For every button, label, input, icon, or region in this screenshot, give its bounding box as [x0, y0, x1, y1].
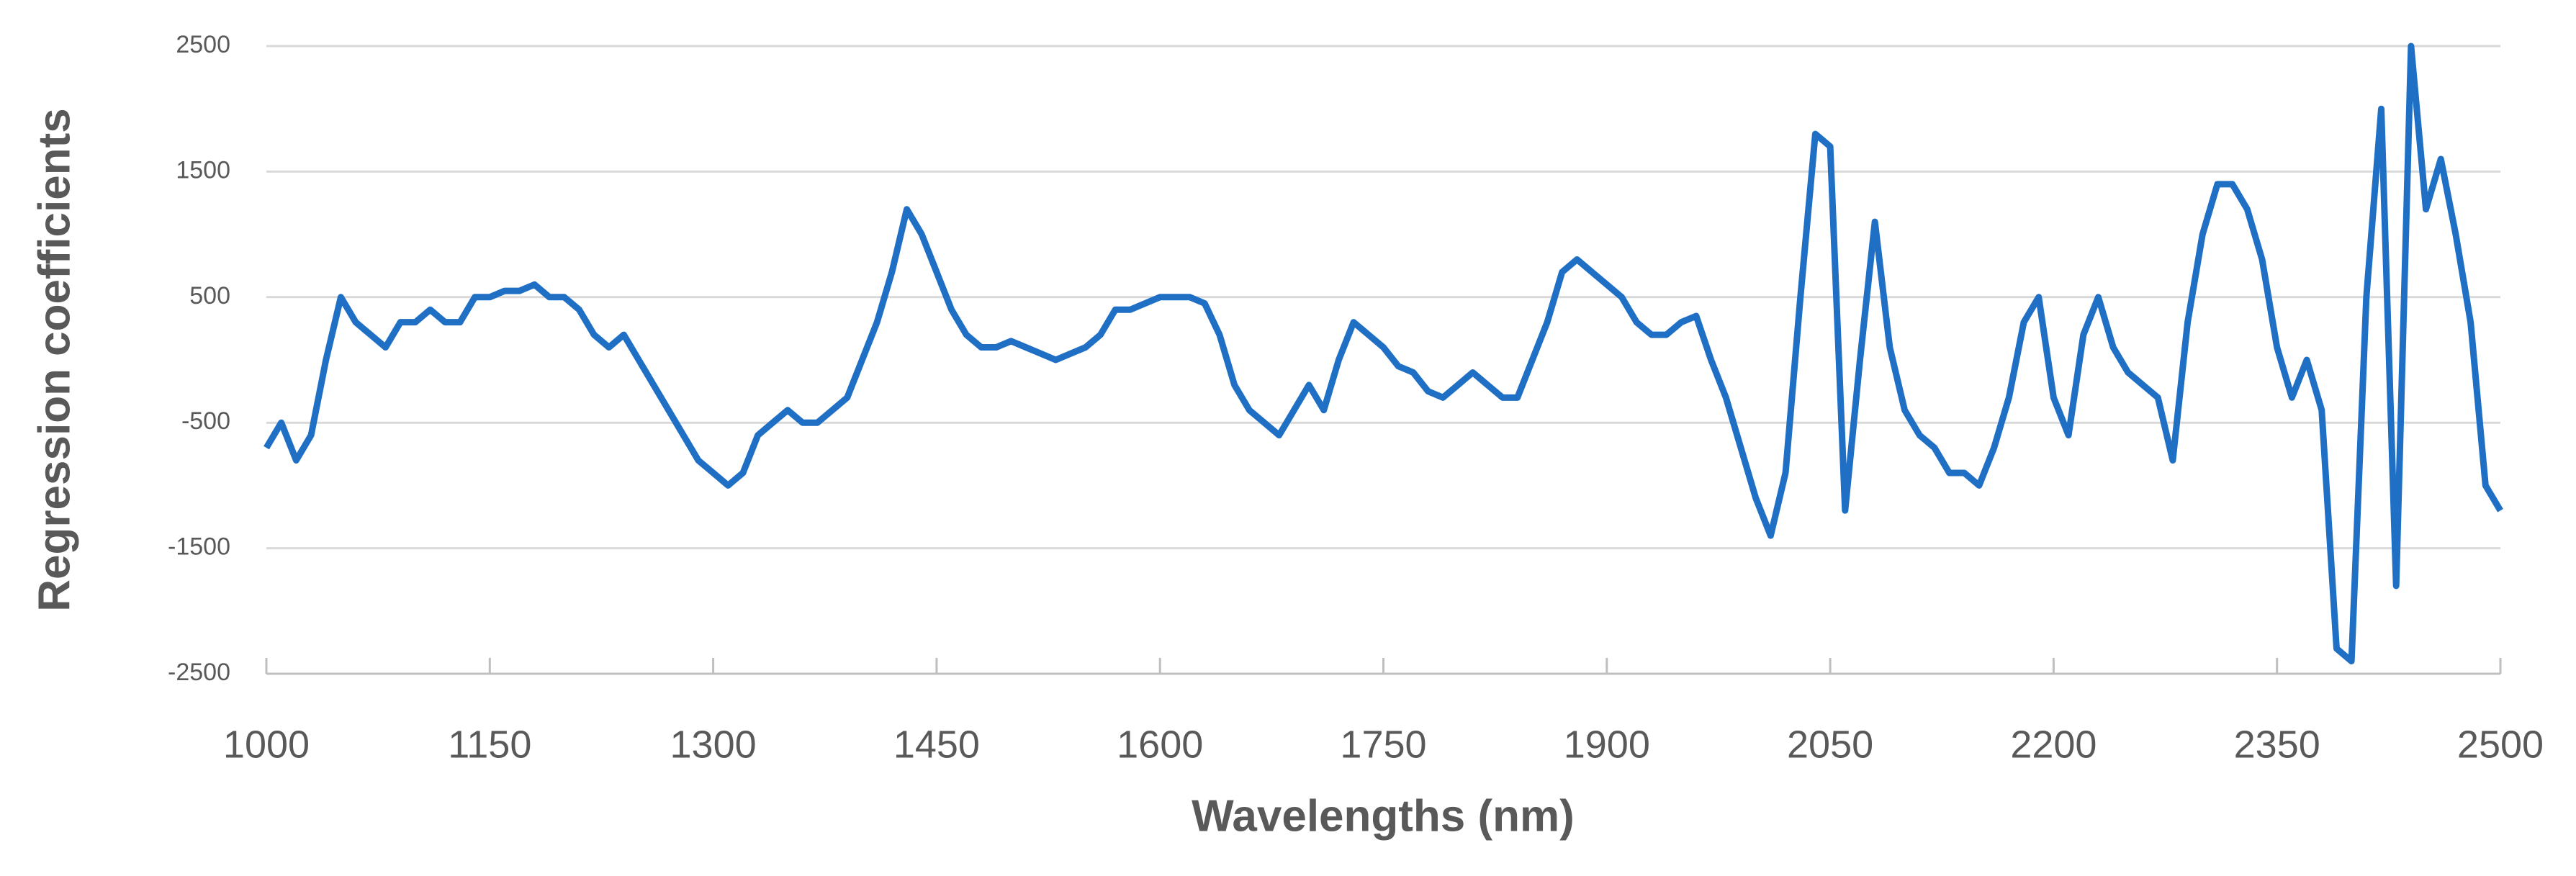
y-tick-label: -500	[181, 407, 230, 435]
x-tick-label: 1000	[223, 723, 310, 766]
y-tick-label: -2500	[168, 659, 230, 686]
x-tick-label: 1300	[670, 723, 757, 766]
x-tick-label: 2500	[2457, 723, 2544, 766]
x-tick-label: 2050	[1787, 723, 1873, 766]
data-line	[264, 42, 2503, 665]
x-tick-label: 2350	[2234, 723, 2320, 766]
x-axis-title: Wavelengths (nm)	[1192, 791, 1575, 841]
y-axis-title: Regression coefficients	[30, 108, 79, 611]
x-tick-label: 1150	[448, 723, 531, 766]
x-tick-label: 1750	[1340, 723, 1426, 766]
x-tick-label: 1900	[1564, 723, 1650, 766]
y-tick-label: 500	[189, 282, 230, 310]
y-tick-label: 1500	[176, 156, 230, 184]
x-tick-label: 1600	[1117, 723, 1203, 766]
y-tick-label: -1500	[168, 533, 230, 561]
x-tick-label: 1450	[893, 723, 980, 766]
y-tick-label: 2500	[176, 31, 230, 58]
x-tick-label: 2200	[2010, 723, 2097, 766]
